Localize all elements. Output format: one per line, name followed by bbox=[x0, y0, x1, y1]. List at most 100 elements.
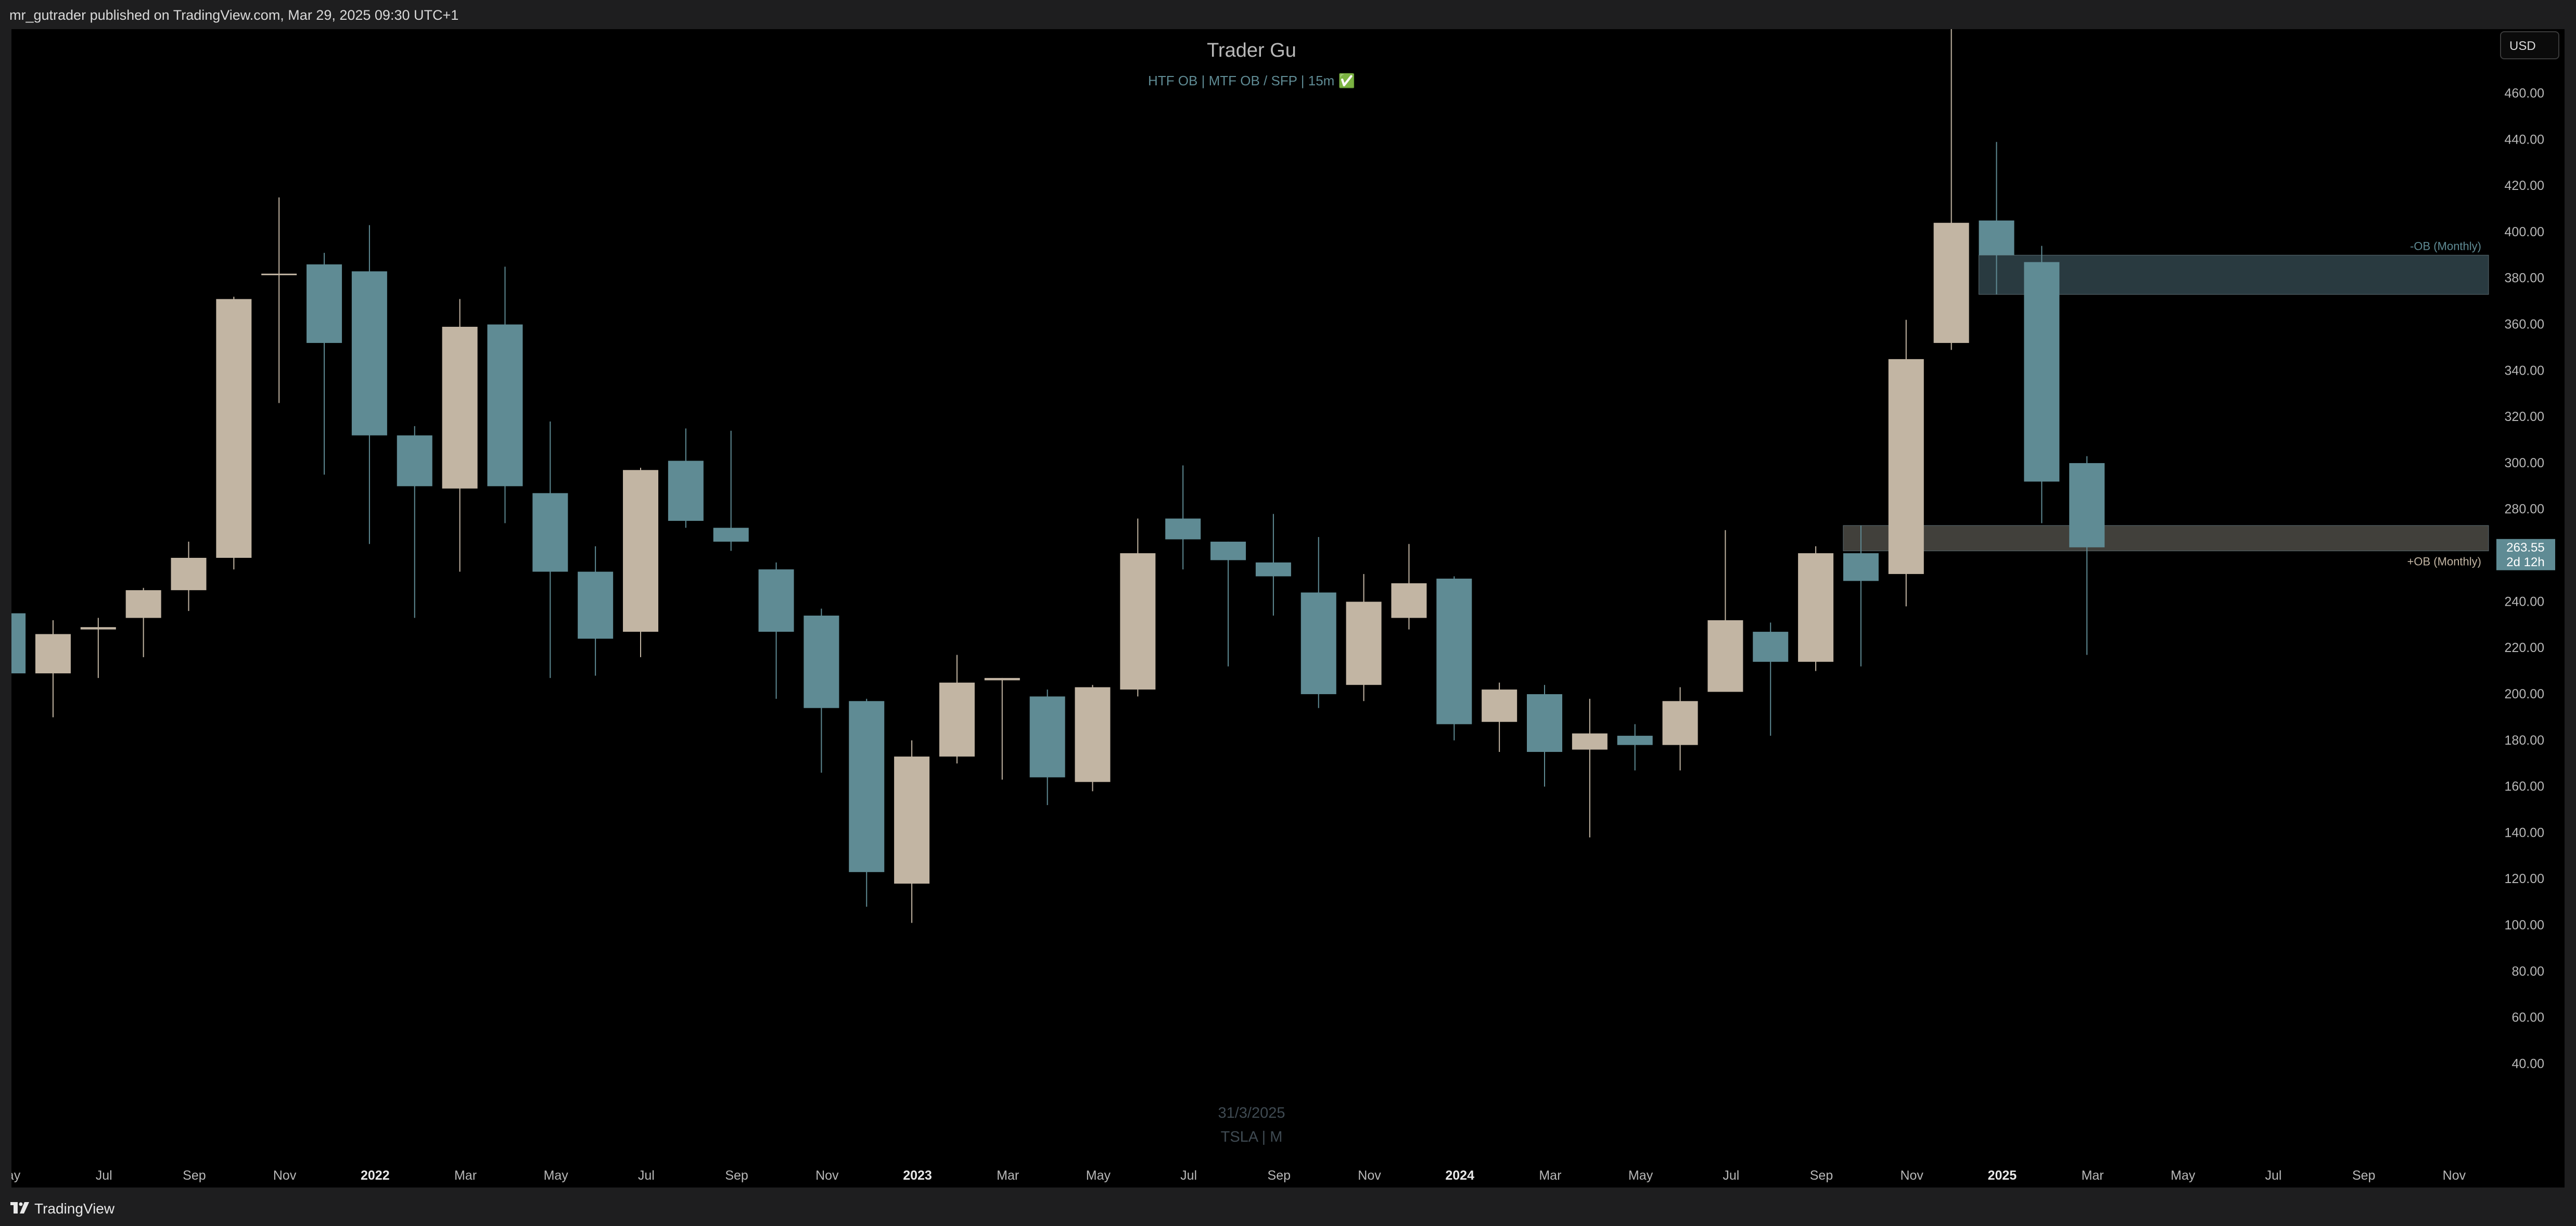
x-tick-label: May bbox=[1086, 1168, 1111, 1183]
chart-subtitle: HTF OB | MTF OB / SFP | 15m ✅ bbox=[1148, 73, 1355, 88]
candle-body[interactable] bbox=[1346, 602, 1382, 685]
candle-body[interactable] bbox=[1617, 735, 1653, 745]
candle-body[interactable] bbox=[1300, 592, 1336, 694]
y-tick-label: 60.00 bbox=[2511, 1011, 2544, 1025]
tradingview-brand[interactable]: TradingView bbox=[34, 1201, 115, 1217]
x-tick-label: 2022 bbox=[361, 1168, 390, 1183]
x-tick-label: Sep bbox=[183, 1168, 206, 1183]
date-watermark: 31/3/2025 bbox=[1218, 1105, 1285, 1121]
candle-body[interactable] bbox=[307, 264, 342, 343]
candle-body[interactable] bbox=[171, 557, 207, 591]
candle-body[interactable] bbox=[939, 682, 975, 757]
y-tick-label: 400.00 bbox=[2505, 225, 2544, 239]
candle-body[interactable] bbox=[713, 528, 749, 542]
candle-body[interactable] bbox=[397, 435, 432, 487]
last-price-label: 263.55 2d 12h bbox=[2496, 539, 2555, 570]
candle-body[interactable] bbox=[1933, 223, 1969, 343]
x-tick-label: Mar bbox=[997, 1168, 1019, 1183]
currency-button[interactable]: USD bbox=[2500, 31, 2559, 59]
y-tick-label: 360.00 bbox=[2505, 317, 2544, 332]
candle-body[interactable] bbox=[1707, 620, 1743, 692]
candle-body[interactable] bbox=[125, 590, 161, 618]
candle-body[interactable] bbox=[1888, 359, 1924, 574]
candle-body[interactable] bbox=[35, 634, 71, 673]
candle-body[interactable] bbox=[351, 271, 387, 436]
candle-body[interactable] bbox=[1075, 687, 1111, 782]
x-tick-label: 2023 bbox=[903, 1168, 932, 1183]
y-tick-label: 120.00 bbox=[2505, 872, 2544, 886]
candle-body[interactable] bbox=[1482, 689, 1517, 722]
y-tick-label: 460.00 bbox=[2505, 86, 2544, 101]
candle-body[interactable] bbox=[1436, 578, 1472, 724]
top-bar: mr_gutrader published on TradingView.com… bbox=[0, 0, 2576, 29]
candle-body[interactable] bbox=[1843, 553, 1879, 581]
x-tick-label: May bbox=[544, 1168, 569, 1183]
candle-body[interactable] bbox=[1979, 220, 2014, 256]
candle-body[interactable] bbox=[1165, 518, 1201, 540]
y-tick-label: 280.00 bbox=[2505, 502, 2544, 517]
y-tick-label: 80.00 bbox=[2511, 964, 2544, 979]
x-tick-label: Sep bbox=[1268, 1168, 1291, 1183]
y-tick-label: 380.00 bbox=[2505, 271, 2544, 286]
y-tick-label: 240.00 bbox=[2505, 594, 2544, 609]
candle-body[interactable] bbox=[216, 299, 252, 558]
y-tick-label: 340.00 bbox=[2505, 363, 2544, 378]
candle-body[interactable] bbox=[11, 613, 26, 673]
candle-body[interactable] bbox=[1662, 701, 1698, 745]
chart-title: Trader Gu bbox=[1207, 40, 1296, 61]
x-tick-label: Jul bbox=[1723, 1168, 1739, 1183]
candle-body[interactable] bbox=[1527, 694, 1562, 752]
candlestick-chart[interactable]: -OB (Monthly) +OB (Monthly) 40.00 60.00 80.… bbox=[11, 29, 2565, 1187]
ob-zone[interactable] bbox=[1979, 254, 2489, 295]
y-tick-label: 140.00 bbox=[2505, 825, 2544, 840]
candle-body[interactable] bbox=[849, 701, 885, 872]
chart-area[interactable] bbox=[11, 29, 2565, 1187]
candle-body[interactable] bbox=[487, 324, 523, 487]
candle-body[interactable] bbox=[2024, 262, 2060, 482]
candle-body[interactable] bbox=[1391, 583, 1427, 618]
x-tick-label: 2025 bbox=[1988, 1168, 2017, 1183]
candle-body[interactable] bbox=[668, 461, 704, 521]
tradingview-logo-icon[interactable] bbox=[10, 1202, 31, 1214]
x-tick-label: Sep bbox=[1810, 1168, 1833, 1183]
y-tick-label: 320.00 bbox=[2505, 410, 2544, 424]
candle-body[interactable] bbox=[1029, 696, 1065, 777]
y-tick-label: 180.00 bbox=[2505, 733, 2544, 748]
last-price-value: 263.55 bbox=[2506, 541, 2544, 555]
candle-body[interactable] bbox=[1210, 541, 1246, 560]
candle-body[interactable] bbox=[984, 678, 1020, 681]
candle-body[interactable] bbox=[1120, 553, 1156, 690]
candle-body[interactable] bbox=[758, 569, 794, 632]
candle-body[interactable] bbox=[1255, 562, 1291, 577]
x-tick-label: ay bbox=[11, 1168, 21, 1183]
countdown-value: 2d 12h bbox=[2506, 555, 2544, 569]
candle-body[interactable] bbox=[80, 627, 116, 630]
candle-body[interactable] bbox=[578, 571, 614, 639]
y-tick-label: 440.00 bbox=[2505, 132, 2544, 147]
candle-body[interactable] bbox=[261, 273, 297, 275]
candle-body[interactable] bbox=[894, 756, 930, 884]
y-tick-label: 40.00 bbox=[2511, 1056, 2544, 1071]
bottom-bar bbox=[0, 1187, 2576, 1226]
candle-body[interactable] bbox=[442, 326, 478, 489]
x-tick-label: Sep bbox=[2352, 1168, 2375, 1183]
publisher-info: mr_gutrader published on TradingView.com… bbox=[9, 7, 459, 23]
candle-body[interactable] bbox=[1753, 632, 1789, 662]
y-tick-label: 200.00 bbox=[2505, 687, 2544, 701]
candle-body[interactable] bbox=[1798, 553, 1834, 662]
candle-body[interactable] bbox=[1572, 733, 1608, 750]
candle-body[interactable] bbox=[804, 615, 839, 708]
candle-body[interactable] bbox=[623, 470, 658, 632]
ob-zone[interactable] bbox=[1843, 525, 2489, 552]
x-tick-label: May bbox=[1628, 1168, 1653, 1183]
x-tick-label: Jul bbox=[1180, 1168, 1197, 1183]
candle-body[interactable] bbox=[532, 493, 568, 572]
candle-body[interactable] bbox=[2069, 463, 2105, 547]
x-tick-label: Nov bbox=[2443, 1168, 2466, 1183]
y-tick-label: 420.00 bbox=[2505, 178, 2544, 193]
y-tick-label: 300.00 bbox=[2505, 456, 2544, 470]
x-tick-label: Nov bbox=[1900, 1168, 1923, 1183]
x-tick-label: Nov bbox=[273, 1168, 297, 1183]
x-tick-label: Mar bbox=[2082, 1168, 2104, 1183]
x-tick-label: Jul bbox=[638, 1168, 655, 1183]
